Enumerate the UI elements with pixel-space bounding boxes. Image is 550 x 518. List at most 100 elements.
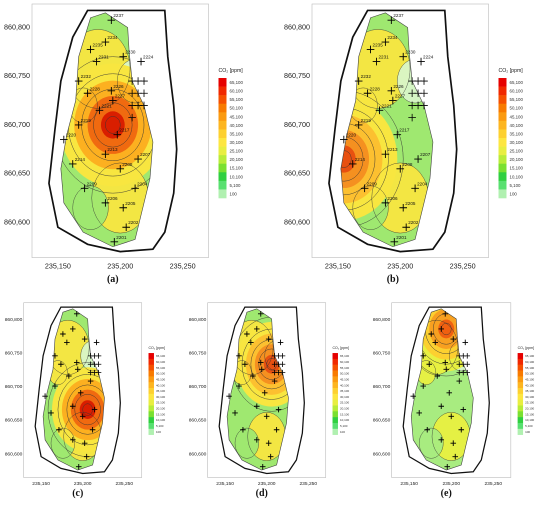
legend-label: 10,100 xyxy=(340,418,349,422)
well-marker xyxy=(131,184,139,193)
well-label: 2230 xyxy=(405,50,416,55)
well-marker xyxy=(74,366,81,373)
legend-label: 45,100 xyxy=(340,377,349,381)
legend-swatch xyxy=(498,78,507,87)
well-label: 2231 xyxy=(378,55,389,60)
plot-frame xyxy=(391,302,512,478)
well-label: 2209 xyxy=(87,181,98,186)
legend-label: 100 xyxy=(156,430,161,434)
legend-swatch xyxy=(498,112,507,122)
area-boundary xyxy=(48,9,178,253)
well-marker xyxy=(464,361,471,368)
legend-swatch xyxy=(218,146,227,156)
x-tick-label: 235,250 xyxy=(484,481,502,487)
well-marker xyxy=(81,440,88,446)
legend-label: 20,100 xyxy=(230,157,244,162)
well-marker xyxy=(107,16,116,24)
well-marker xyxy=(450,336,457,342)
well-marker xyxy=(52,353,58,359)
well-marker xyxy=(402,223,410,232)
well-marker xyxy=(93,339,100,346)
y-tick-label: 860,800 xyxy=(373,317,391,323)
legend-swatch xyxy=(148,399,154,406)
legend-swatch xyxy=(517,353,524,360)
well-marker xyxy=(66,373,72,379)
well-marker xyxy=(438,403,445,410)
legend-swatch xyxy=(517,422,524,430)
well-label: 2234 xyxy=(107,35,118,40)
legend-label: 45,100 xyxy=(510,114,524,119)
well-marker xyxy=(77,390,84,396)
legend-swatch xyxy=(218,86,227,96)
well-label: 2220 xyxy=(66,133,77,138)
well-marker xyxy=(265,336,272,342)
field-outline xyxy=(340,12,434,248)
well-marker xyxy=(273,426,280,433)
legend-label: 50,100 xyxy=(510,106,524,111)
well-marker xyxy=(267,453,274,460)
y-tick-label: 860,700 xyxy=(4,120,30,129)
plot-frame xyxy=(311,3,489,258)
well-marker xyxy=(242,361,248,368)
y-tick-label: 860,650 xyxy=(189,418,207,424)
legend-label: 5,100 xyxy=(340,424,348,428)
panel-caption-c: (c) xyxy=(72,488,84,500)
map-panel-e: 860,800 860,750 860,700 860,650 860,600 235,1… xyxy=(373,302,535,487)
well-label: 2231 xyxy=(98,55,109,60)
legend-label: 30,100 xyxy=(340,395,349,399)
area-boundary xyxy=(402,306,490,475)
legend-label: 45,100 xyxy=(230,114,244,119)
legend-label: 15,100 xyxy=(525,412,534,416)
well-label: 2232 xyxy=(81,74,92,79)
well-marker xyxy=(464,353,471,359)
well-marker xyxy=(95,106,104,115)
y-tick-label: 860,800 xyxy=(4,22,30,31)
legend-label: 15,100 xyxy=(340,412,349,416)
legend-swatch xyxy=(517,382,524,389)
legend-label: 45,100 xyxy=(156,377,165,381)
well-marker xyxy=(375,106,384,115)
panel-caption-e: (e) xyxy=(440,488,452,500)
well-marker xyxy=(381,38,390,46)
legend-swatch xyxy=(148,353,154,360)
x-tick-label: 235,150 xyxy=(32,481,50,487)
well-marker xyxy=(381,199,390,207)
legend-label: 5,100 xyxy=(156,424,164,428)
well-label: 2205 xyxy=(125,201,136,206)
well-marker xyxy=(70,437,76,443)
well-marker xyxy=(74,121,83,129)
well-marker xyxy=(60,135,68,144)
well-marker xyxy=(254,403,260,410)
well-marker xyxy=(119,52,128,61)
legend-swatch xyxy=(332,364,338,371)
x-tick-label: 235,150 xyxy=(45,262,71,271)
well-marker xyxy=(420,101,428,110)
legend-swatch xyxy=(498,180,507,190)
legend-swatch xyxy=(332,358,338,365)
well-markers xyxy=(410,311,471,470)
well-marker xyxy=(86,45,95,54)
area-boundary xyxy=(218,306,305,475)
well-marker xyxy=(387,16,396,24)
well-marker xyxy=(116,164,125,173)
y-tick-label: 860,600 xyxy=(4,217,30,226)
well-marker xyxy=(52,383,58,389)
legend-swatch xyxy=(332,376,338,383)
well-marker xyxy=(452,453,459,460)
well-label: 2230 xyxy=(125,50,136,55)
y-tick-label: 860,800 xyxy=(189,317,207,323)
well-label: 2228 xyxy=(90,86,101,91)
x-tick-label: 235,200 xyxy=(258,481,276,487)
y-tick-label: 860,700 xyxy=(5,384,23,390)
legend-swatch xyxy=(218,189,227,199)
legend-label: 55,100 xyxy=(156,366,165,370)
well-marker xyxy=(73,311,80,317)
field-outline xyxy=(42,308,105,471)
well-marker xyxy=(83,453,90,460)
y-tick-label: 860,650 xyxy=(284,169,310,178)
well-marker xyxy=(399,52,408,61)
legend-label: 35,100 xyxy=(525,389,534,393)
legend-label: 35,100 xyxy=(230,131,244,136)
legend-swatch xyxy=(148,417,154,424)
